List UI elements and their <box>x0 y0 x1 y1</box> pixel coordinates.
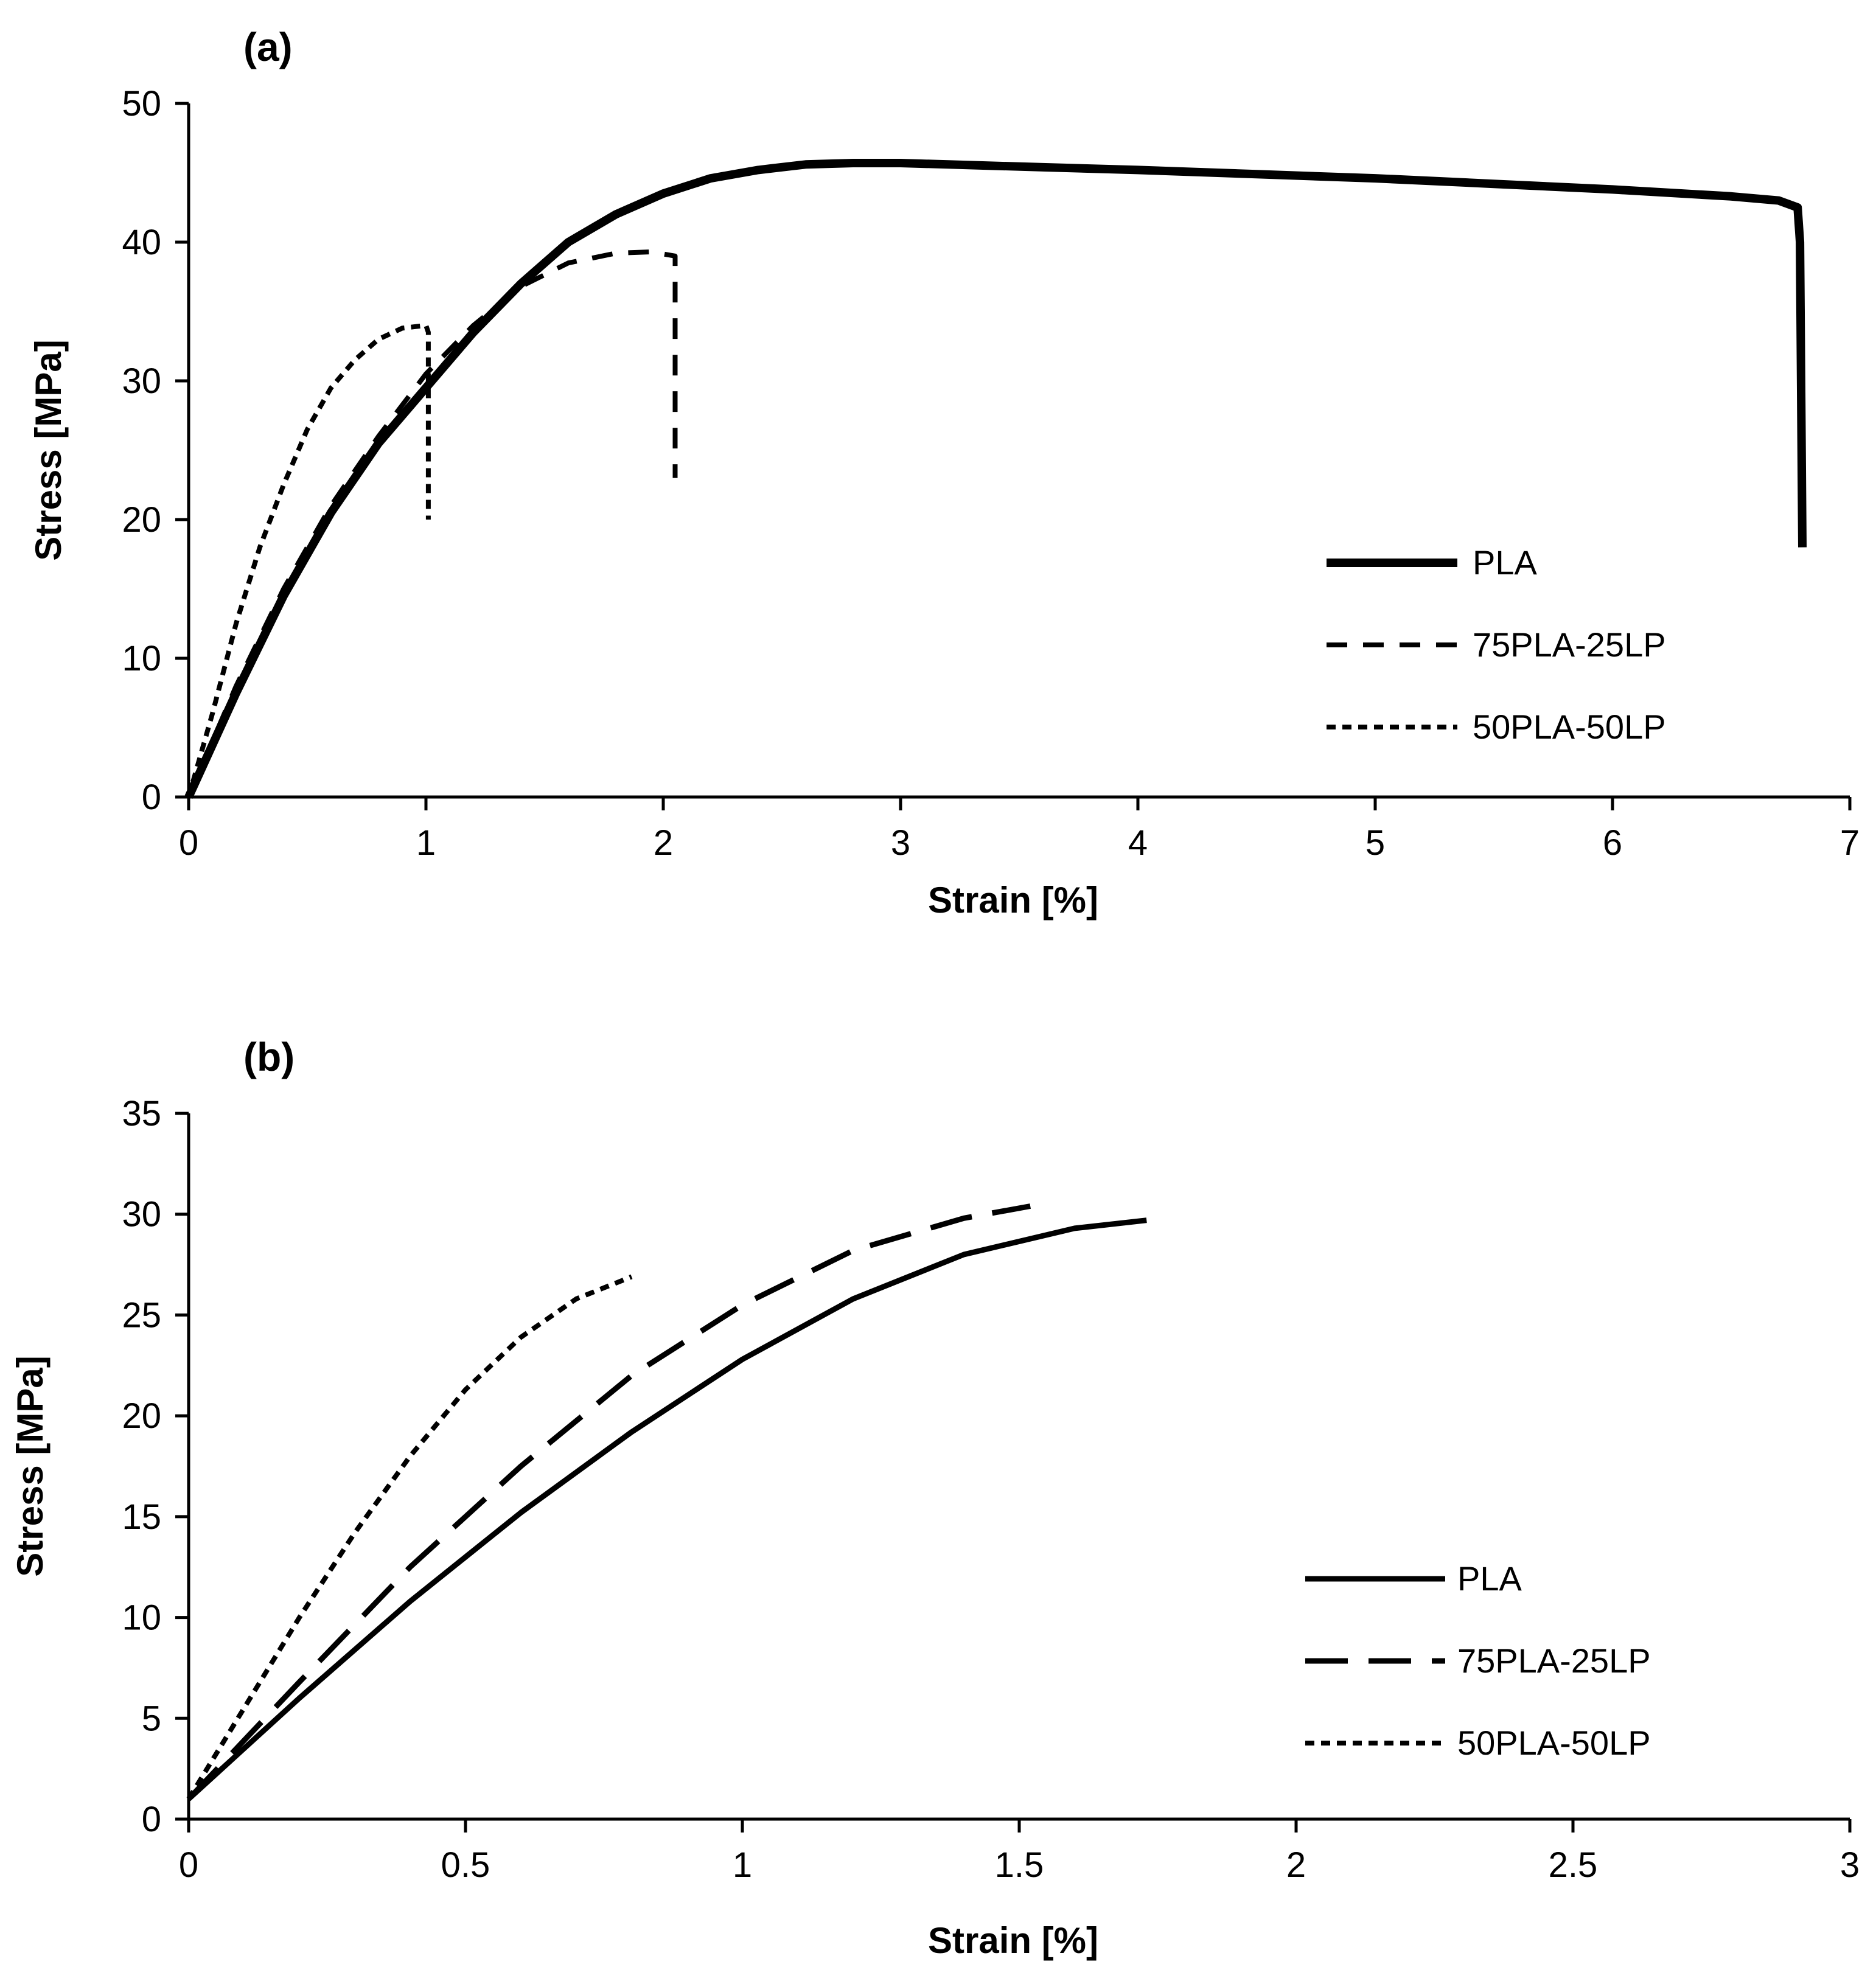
y-tick-label: 0 <box>142 778 161 817</box>
y-tick-label: 0 <box>142 1800 161 1839</box>
x-tick-label: 7 <box>1840 823 1860 863</box>
series-line-75pla-25lp <box>186 249 678 798</box>
y-tick-label: 15 <box>122 1497 161 1537</box>
x-tick-label: 1 <box>416 823 436 863</box>
x-tick-label: 1.5 <box>995 1845 1044 1885</box>
x-tick-label: 4 <box>1128 823 1148 863</box>
y-tick-label: 10 <box>122 1598 161 1638</box>
x-axis-label: Strain [%] <box>928 880 1098 921</box>
x-tick-label: 3 <box>891 823 910 863</box>
x-tick-label: 0 <box>179 823 198 863</box>
legend-label: 50PLA-50LP <box>1457 1724 1651 1762</box>
y-tick-label: 20 <box>122 1396 161 1436</box>
y-tick-label: 5 <box>142 1699 161 1738</box>
y-tick-label: 20 <box>122 500 161 540</box>
legend-label: 75PLA-25LP <box>1457 1641 1651 1680</box>
series-line-pla <box>184 159 1807 799</box>
y-tick-label: 30 <box>122 1195 161 1234</box>
x-tick-label: 5 <box>1365 823 1385 863</box>
panel-label: (b) <box>243 1034 295 1079</box>
x-tick-label: 6 <box>1603 823 1622 863</box>
series-line-pla <box>186 1217 1147 1801</box>
x-tick-label: 0 <box>179 1845 198 1885</box>
legend-label: PLA <box>1473 543 1537 582</box>
x-tick-label: 2 <box>1286 1845 1306 1885</box>
x-tick-label: 0.5 <box>441 1845 490 1885</box>
x-tick-label: 2 <box>654 823 673 863</box>
y-tick-label: 50 <box>122 84 161 124</box>
y-tick-label: 10 <box>122 639 161 678</box>
x-tick-label: 3 <box>1840 1845 1860 1885</box>
y-axis-label: Stress [MPa] <box>28 339 69 560</box>
series-line-50pla-50lp <box>186 1274 633 1800</box>
chart-panel-b: 0 5 10 15 20 25 30 35 0 0.5 1 1.5 2 2.5 3 Strain [%] Str… <box>10 1034 1860 1961</box>
legend-label: PLA <box>1457 1559 1522 1598</box>
series-line-50pla-50lp <box>186 322 431 798</box>
x-tick-label: 2.5 <box>1549 1845 1598 1885</box>
y-tick-label: 40 <box>122 223 161 262</box>
y-tick-label: 35 <box>122 1094 161 1133</box>
y-axis-label: Stress [MPa] <box>10 1356 51 1576</box>
legend-label: 50PLA-50LP <box>1473 708 1666 746</box>
y-tick-label: 30 <box>122 361 161 401</box>
x-tick-label: 1 <box>733 1845 752 1885</box>
series-line-75pla-25lp <box>186 1203 1031 1801</box>
y-tick-label: 25 <box>122 1295 161 1335</box>
x-axis-label: Strain [%] <box>928 1920 1098 1961</box>
panel-label: (a) <box>243 24 293 69</box>
legend-label: 75PLA-25LP <box>1473 625 1666 664</box>
chart-panel-a: 0 10 20 30 40 50 0 1 2 3 4 5 6 7 Strain [%] Stress [MPa… <box>28 24 1860 921</box>
